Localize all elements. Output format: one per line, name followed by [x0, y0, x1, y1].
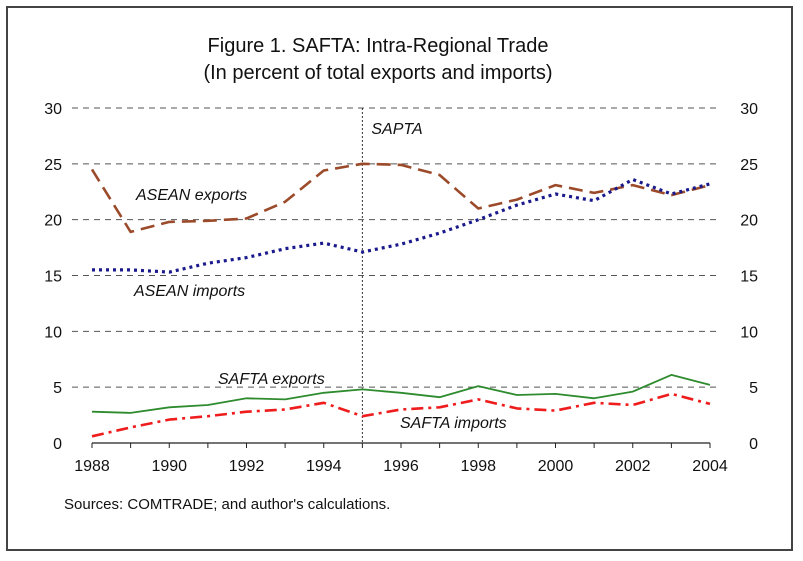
y-tick-label-right: 5 [749, 380, 758, 397]
series-label-asean-exports: ASEAN exports [135, 187, 247, 204]
y-tick-label-left: 30 [44, 101, 62, 118]
sapta-annotation-label: SAPTA [371, 121, 422, 138]
x-tick-label: 1994 [306, 458, 342, 475]
x-tick-label: 1998 [460, 458, 496, 475]
x-tick-label: 2002 [615, 458, 651, 475]
x-tick-label: 2000 [538, 458, 574, 475]
y-tick-label-left: 0 [53, 436, 62, 453]
y-tick-label-left: 10 [44, 324, 62, 341]
y-tick-label-right: 10 [740, 324, 758, 341]
y-tick-label-right: 25 [740, 157, 758, 174]
series-label-safta-exports: SAFTA exports [218, 371, 325, 388]
x-tick-label: 2004 [692, 458, 728, 475]
y-tick-label-right: 15 [740, 269, 758, 286]
chart-frame [6, 6, 793, 551]
y-tick-label-right: 30 [740, 101, 758, 118]
x-tick-label: 1996 [383, 458, 419, 475]
x-tick-label: 1992 [229, 458, 265, 475]
chart-source: Sources: COMTRADE; and author's calculat… [64, 496, 390, 513]
y-tick-label-left: 5 [53, 380, 62, 397]
y-tick-label-left: 20 [44, 213, 62, 230]
x-tick-label: 1990 [151, 458, 187, 475]
series-line-asean-exports [90, 162, 711, 234]
y-tick-label-right: 20 [740, 213, 758, 230]
series-line-safta-exports [91, 373, 711, 414]
y-tick-label-right: 0 [749, 436, 758, 453]
x-tick-label: 1988 [74, 458, 110, 475]
chart-subtitle: (In percent of total exports and imports… [203, 62, 552, 84]
series-line-safta-imports [91, 392, 711, 438]
y-tick-label-left: 25 [44, 157, 62, 174]
chart-title: Figure 1. SAFTA: Intra-Regional Trade [208, 35, 549, 57]
series-label-asean-imports: ASEAN imports [133, 283, 245, 300]
y-tick-label-left: 15 [44, 269, 62, 286]
series-label-safta-imports: SAFTA imports [400, 415, 507, 432]
